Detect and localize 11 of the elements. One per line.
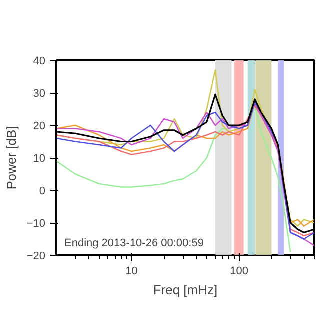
y-tick-label: −20	[26, 250, 46, 262]
y-tick-label: 0	[39, 186, 46, 198]
y-tick-label: 30	[33, 88, 46, 100]
y-axis-title: Power [dB]	[4, 126, 19, 190]
x-tick-label: 100	[230, 266, 248, 278]
annotation: Ending 2013-10-26 00:00:59	[64, 238, 204, 250]
y-tick-label: −10	[26, 218, 46, 230]
x-axis-title: Freq [mHz]	[153, 282, 218, 298]
y-tick-label: 20	[33, 120, 46, 132]
y-tick-label: 40	[33, 56, 46, 68]
y-tick-label: 10	[33, 153, 46, 165]
